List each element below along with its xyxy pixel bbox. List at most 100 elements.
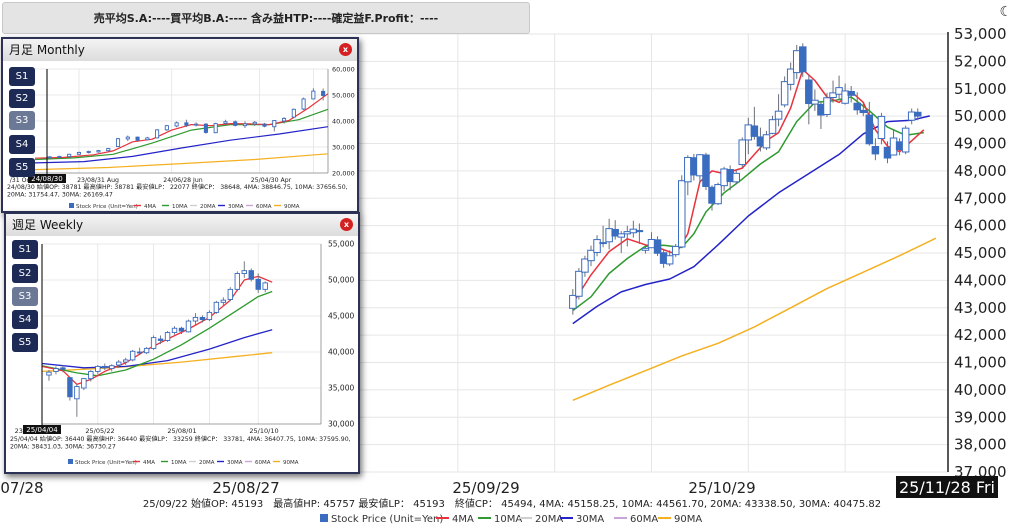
summary-text: 売平均S.A:----買平均B.A:---- 含み益HTP:----確定益F.P…: [93, 12, 439, 25]
candle: [617, 233, 625, 238]
preset-button-s4[interactable]: S4: [12, 310, 38, 329]
candle: [744, 124, 753, 141]
candle: [883, 146, 892, 159]
legend-item[interactable]: 30MA: [576, 514, 604, 525]
ma-line-90ma: [34, 153, 329, 171]
candle: [227, 288, 234, 300]
preset-button-s2[interactable]: S2: [9, 89, 35, 108]
crescent-moon-icon[interactable]: ☾: [999, 4, 1012, 20]
x-tick-label: 25/08/27: [212, 479, 279, 497]
legend-swatch: [69, 203, 74, 208]
candle: [109, 365, 115, 370]
legend-item[interactable]: 10MA: [494, 514, 522, 525]
legend-item[interactable]: Stock Price (Unit=Yen): [331, 514, 443, 525]
summary-bar: 売平均S.A:----買平均B.A:---- 含み益HTP:----確定益F.P…: [2, 2, 530, 34]
candle: [895, 141, 904, 151]
candle: [164, 332, 171, 341]
preset-button-s3[interactable]: S3: [12, 287, 38, 306]
candle: [115, 138, 121, 147]
candle: [155, 129, 160, 139]
y-tick-label: 51,000: [954, 80, 1007, 98]
candle: [702, 154, 710, 187]
monthly-chart[interactable]: 60,000 50,000 40,000 30,000 20,000/31 Oct 23/…: [3, 39, 357, 211]
candle: [291, 108, 296, 118]
y-tick-label: 38,000: [954, 436, 1007, 454]
candle: [171, 327, 178, 334]
candle: [157, 338, 164, 341]
y-tick-label: 30,000: [328, 420, 354, 429]
candle: [569, 294, 577, 309]
ma-line-30ma: [41, 329, 273, 369]
candle: [792, 50, 801, 74]
preset-button-s1[interactable]: S1: [9, 67, 35, 86]
candle: [135, 136, 140, 141]
legend-item[interactable]: 90MA: [674, 514, 702, 525]
weekly-window-title: 週足 Weekly: [12, 218, 84, 232]
candle: [593, 239, 601, 253]
preset-button-s2[interactable]: S2: [12, 264, 38, 283]
candle: [678, 180, 686, 248]
candle: [907, 111, 916, 121]
y-tick-label: 44,000: [954, 271, 1007, 289]
y-tick-label: 41,000: [954, 354, 1007, 372]
y-tick-label: 20,000: [332, 169, 355, 177]
candle: [847, 90, 855, 96]
close-button[interactable]: x: [340, 218, 353, 231]
candle: [203, 123, 208, 133]
candle: [282, 117, 287, 122]
weekly-window[interactable]: 週足 Weekly x 55,000 50,000 45,000 40,000 35,0…: [4, 212, 360, 474]
y-tick-label: 35,000: [328, 384, 354, 393]
candle: [738, 139, 747, 166]
monthly-window[interactable]: 月足 Monthly x 60,000 50,000 40,000 30,000 20,…: [1, 37, 359, 213]
x-tick-label: 25/05/22: [85, 427, 114, 435]
legend-item[interactable]: 20MA: [535, 514, 563, 525]
monthly-window-header[interactable]: 月足 Monthly: [3, 39, 357, 61]
cursor-badge: [23, 425, 61, 434]
candle: [690, 157, 698, 176]
y-tick-label: 40,000: [954, 381, 1007, 399]
preset-button-s5[interactable]: S5: [12, 333, 38, 352]
preset-button-s5[interactable]: S5: [9, 158, 35, 177]
y-tick-label: 40,000: [328, 348, 354, 357]
candle: [756, 136, 765, 147]
candle: [184, 122, 189, 126]
legend-item[interactable]: 4MA: [452, 514, 474, 525]
candle: [581, 258, 589, 273]
candle: [185, 320, 192, 333]
preset-button-s1[interactable]: S1: [12, 240, 38, 259]
candle: [750, 125, 759, 137]
candle: [665, 255, 674, 265]
y-tick-label: 48,000: [954, 162, 1007, 180]
cursor-date: 25/04/04: [26, 426, 58, 434]
legend-item: 90MA: [284, 204, 300, 210]
weekly-chart[interactable]: 55,00050,00045,00040,00035,00030,00023/1…: [6, 214, 358, 472]
close-button[interactable]: x: [339, 43, 352, 56]
y-tick-label: 50,000: [954, 107, 1007, 125]
y-tick-label: 60,000: [332, 65, 355, 73]
cursor-date: 24/08/30: [31, 175, 62, 183]
legend-item[interactable]: 60MA: [630, 514, 658, 525]
preset-button-s4[interactable]: S4: [9, 135, 35, 154]
candle: [96, 150, 101, 153]
legend-swatch: [68, 459, 73, 464]
cursor-badge: [28, 174, 66, 183]
info-line: 20MA: 38431.03, 30MA: 36730.27: [10, 444, 116, 451]
date-badge: 25/11/28 Fri: [899, 478, 995, 497]
y-tick-label: 43,000: [954, 299, 1007, 317]
candle: [174, 122, 179, 127]
info-line: 25/09/22 始値OP: 45193 最高値HP: 45757 最安値LP：…: [143, 497, 881, 510]
info-line: 24/08/30 始値OP: 38781 最高値HP: 38781 最安値LP：…: [7, 183, 348, 191]
candle: [829, 92, 837, 99]
info-line: 25/04/04 始値OP: 36440 最高値HP: 36440 最安値LP：…: [10, 435, 351, 443]
weekly-window-header[interactable]: 週足 Weekly: [6, 214, 358, 236]
preset-button-s3[interactable]: S3: [9, 111, 35, 130]
y-tick-label: 42,000: [954, 326, 1007, 344]
legend-item: Stock Price (Unit=Yen): [76, 204, 138, 210]
y-tick-label: 30,000: [332, 143, 355, 151]
legend-item: 20MA: [199, 460, 215, 466]
candle: [647, 238, 656, 249]
legend-item: 4MA: [143, 460, 155, 466]
candle: [889, 137, 898, 156]
ma-line-30ma: [34, 126, 329, 164]
